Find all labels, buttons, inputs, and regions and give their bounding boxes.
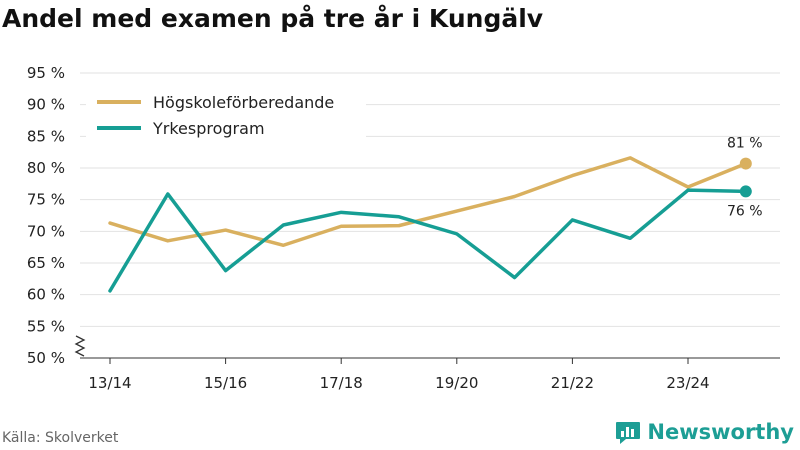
x-tick-label: 13/14 xyxy=(88,374,131,392)
legend-label: Högskoleförberedande xyxy=(153,93,334,112)
y-tick-label: 55 % xyxy=(27,317,65,335)
end-value-label: 76 % xyxy=(727,203,763,219)
y-tick-label: 95 % xyxy=(27,64,65,82)
x-tick-label: 23/24 xyxy=(666,374,709,392)
x-tick-label: 21/22 xyxy=(551,374,594,392)
x-tick-label: 15/16 xyxy=(204,374,247,392)
legend-label: Yrkesprogram xyxy=(152,119,265,138)
end-value-label: 81 % xyxy=(727,136,763,152)
y-tick-label: 75 % xyxy=(27,191,65,209)
y-tick-label: 80 % xyxy=(27,159,65,177)
x-axis: 13/14 15/16 17/18 19/20 21/22 23/24 xyxy=(80,357,780,392)
series-end-point xyxy=(739,157,752,170)
series-lines xyxy=(108,156,752,293)
y-tick-label: 70 % xyxy=(27,222,65,240)
y-tick-label: 90 % xyxy=(27,96,65,114)
y-tick-label: 65 % xyxy=(27,254,65,272)
y-tick-label: 85 % xyxy=(27,127,65,145)
chart-title: Andel med examen på tre år i Kungälv xyxy=(2,4,544,33)
y-axis: 50 % 55 % 60 % 65 % 70 % 75 % 80 % 85 % 90 % 95 % xyxy=(27,64,86,367)
x-tick-label: 19/20 xyxy=(435,374,478,392)
newsworthy-logo-icon xyxy=(616,422,641,444)
series-line-hogskoleforberedande xyxy=(108,156,748,248)
axis-break-icon xyxy=(74,335,86,357)
x-tick-label: 17/18 xyxy=(320,374,363,392)
legend: Högskoleförberedande Yrkesprogram xyxy=(86,86,366,138)
y-tick-label: 60 % xyxy=(27,286,65,304)
series-end-point xyxy=(739,185,752,198)
newsworthy-logo: Newsworthy xyxy=(615,419,794,445)
source-note: Källa: Skolverket xyxy=(2,430,119,446)
end-labels: 81 % 76 % xyxy=(727,136,763,220)
y-tick-label: 50 % xyxy=(27,349,65,367)
series-line-yrkesprogram xyxy=(108,188,748,293)
newsworthy-logo-text: Newsworthy xyxy=(647,420,794,444)
